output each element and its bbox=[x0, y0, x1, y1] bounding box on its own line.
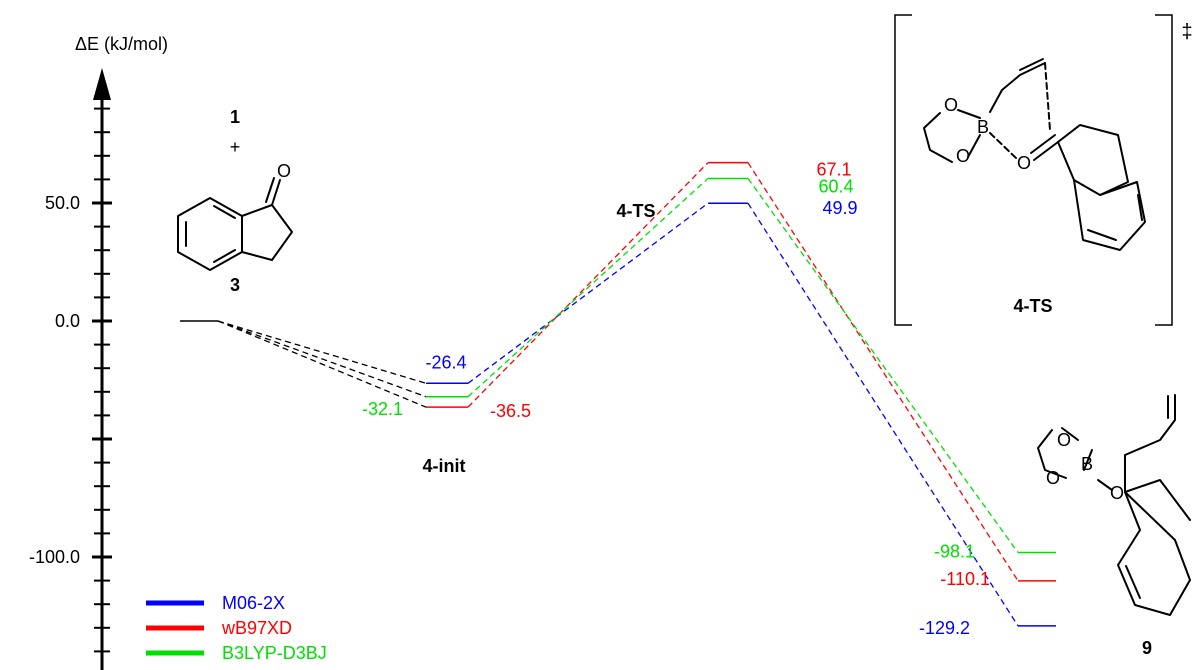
value-label-wb97xd: -110.1 bbox=[940, 569, 990, 589]
product-boron: B bbox=[1081, 454, 1093, 474]
ts-carbonyl-oxygen: O bbox=[1017, 153, 1031, 173]
connector-b3lyp-d3bj bbox=[747, 178, 1019, 553]
y-axis: 50.0 0.0 -100.0 ΔE (kJ/mol) bbox=[29, 34, 168, 670]
value-label-b3lyp-d3bj: -32.1 bbox=[362, 399, 403, 419]
reactant-1-label: 1 bbox=[230, 107, 240, 127]
ts-inset-bracket bbox=[894, 14, 1173, 326]
value-label-m06-2x: -129.2 bbox=[919, 618, 970, 638]
connector-m06-2x bbox=[467, 202, 709, 384]
product-oxygen-2: O bbox=[1046, 468, 1060, 488]
connector-wb97xd bbox=[217, 320, 427, 408]
y-tick-label: -100.0 bbox=[29, 547, 80, 567]
connector-wb97xd bbox=[467, 162, 709, 408]
connector-m06-2x bbox=[747, 202, 1019, 627]
indanone-benzene-ring bbox=[177, 197, 243, 271]
ts-inset-label: 4-TS bbox=[1013, 296, 1052, 316]
product-oxygen-1: O bbox=[1057, 430, 1071, 450]
y-tick-label: 0.0 bbox=[55, 311, 80, 331]
y-axis-arrow-icon bbox=[93, 68, 111, 100]
connector-wb97xd bbox=[747, 162, 1019, 582]
indanone-structure bbox=[177, 177, 293, 271]
legend: M06-2X wB97XD B3LYP-D3BJ bbox=[146, 593, 327, 663]
product-9-label: 9 bbox=[1142, 638, 1152, 658]
indanone-oxygen: O bbox=[277, 161, 291, 181]
value-label-b3lyp-d3bj: -98.1 bbox=[934, 542, 975, 562]
connector-lines bbox=[217, 162, 1019, 627]
connector-b3lyp-d3bj bbox=[467, 177, 709, 398]
value-label-m06-2x: 49.9 bbox=[822, 198, 857, 218]
energy-levels bbox=[180, 161, 1056, 627]
ts-dagger: ‡ bbox=[1181, 21, 1192, 43]
value-label-m06-2x: -26.4 bbox=[425, 352, 466, 372]
energy-value-labels: -26.4 49.9 -129.2 -36.5 67.1 -110.1 -32.1 60.4 -… bbox=[362, 160, 990, 638]
ts-oxygen-1: O bbox=[944, 95, 958, 115]
reactant-3-label: 3 bbox=[230, 275, 240, 295]
y-tick-label: 50.0 bbox=[45, 193, 80, 213]
value-label-wb97xd: -36.5 bbox=[490, 401, 531, 421]
connector-b3lyp-d3bj bbox=[217, 320, 427, 398]
value-label-wb97xd: 67.1 bbox=[816, 160, 851, 180]
ts-boron: B bbox=[977, 117, 989, 137]
ts-label: 4-TS bbox=[616, 201, 655, 221]
legend-label: B3LYP-D3BJ bbox=[222, 643, 327, 663]
init-label: 4-init bbox=[423, 456, 466, 476]
indanone-five-ring bbox=[241, 204, 293, 261]
connector-m06-2x bbox=[217, 320, 427, 384]
y-axis-label: ΔE (kJ/mol) bbox=[75, 34, 168, 54]
legend-label: wB97XD bbox=[221, 618, 292, 638]
product-oxygen-3: O bbox=[1110, 483, 1124, 503]
value-label-b3lyp-d3bj: 60.4 bbox=[818, 176, 853, 196]
plus-sign: + bbox=[230, 137, 241, 157]
legend-label: M06-2X bbox=[222, 593, 285, 613]
ts-structure bbox=[923, 58, 1146, 251]
product-structure bbox=[1037, 394, 1191, 616]
y-axis-ticks: 50.0 0.0 -100.0 bbox=[29, 107, 112, 653]
ts-oxygen-2: O bbox=[956, 146, 970, 166]
